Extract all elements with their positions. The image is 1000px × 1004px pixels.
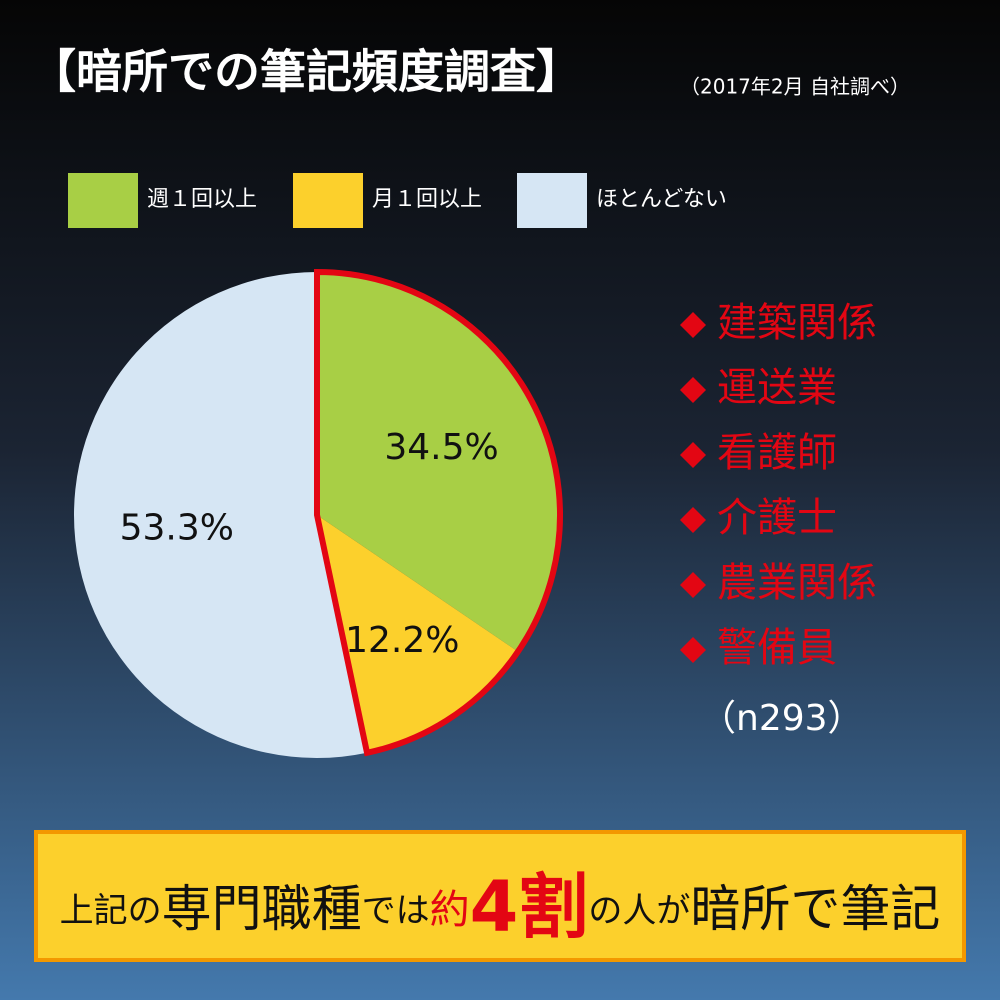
chart-subtitle: （2017年2月 自社調べ） [680, 75, 910, 99]
diamond-bullet [680, 637, 706, 663]
legend-swatch [517, 173, 587, 228]
banner-part: 専門職種 [162, 880, 362, 938]
sample-size: （n293） [700, 698, 864, 739]
legend-label: 月１回以上 [372, 187, 482, 212]
occupation: 介護士 [717, 495, 837, 541]
legend-label: ほとんどない [596, 187, 727, 212]
pie-slice [73, 272, 368, 759]
banner-part: の人が [588, 891, 690, 931]
legend: 週１回以上 月１回以上 ほとんどない [68, 173, 727, 228]
highlight-outline [314, 268, 563, 757]
banner-text: 上記の専門職種では約4割の人が暗所で筆記 [60, 866, 941, 948]
diamond-bullet [680, 507, 706, 533]
pie-slice [317, 515, 518, 753]
legend-label: 週１回以上 [147, 187, 257, 212]
banner-part: 暗所で筆記 [690, 880, 940, 938]
diamond-bullet [680, 312, 706, 338]
pie-slice [317, 272, 560, 652]
occupation: 建築関係 [717, 300, 877, 346]
diamond-bullet [680, 442, 706, 468]
diamond-bullet [680, 572, 706, 598]
legend-swatch [68, 173, 138, 228]
banner-box [34, 830, 966, 962]
banner-part: 上記の [60, 891, 162, 931]
value-label: 53.3% [120, 508, 234, 549]
chart-title: 【暗所での筆記頻度調査】 [30, 45, 582, 99]
value-label: 12.2% [345, 620, 459, 661]
pie: 34.5% 12.2% 53.3% [73, 268, 563, 759]
occupation: 運送業 [717, 365, 837, 411]
legend-swatch [293, 173, 363, 228]
occupation: 警備員 [717, 625, 837, 671]
value-label: 34.5% [384, 427, 498, 468]
banner-part: では [362, 891, 430, 931]
banner-part: 4割 [470, 866, 589, 948]
diamond-bullet [680, 377, 706, 403]
occupation: 看護師 [717, 430, 837, 476]
occupation: 農業関係 [717, 560, 877, 606]
banner-part: 約 [430, 887, 470, 933]
